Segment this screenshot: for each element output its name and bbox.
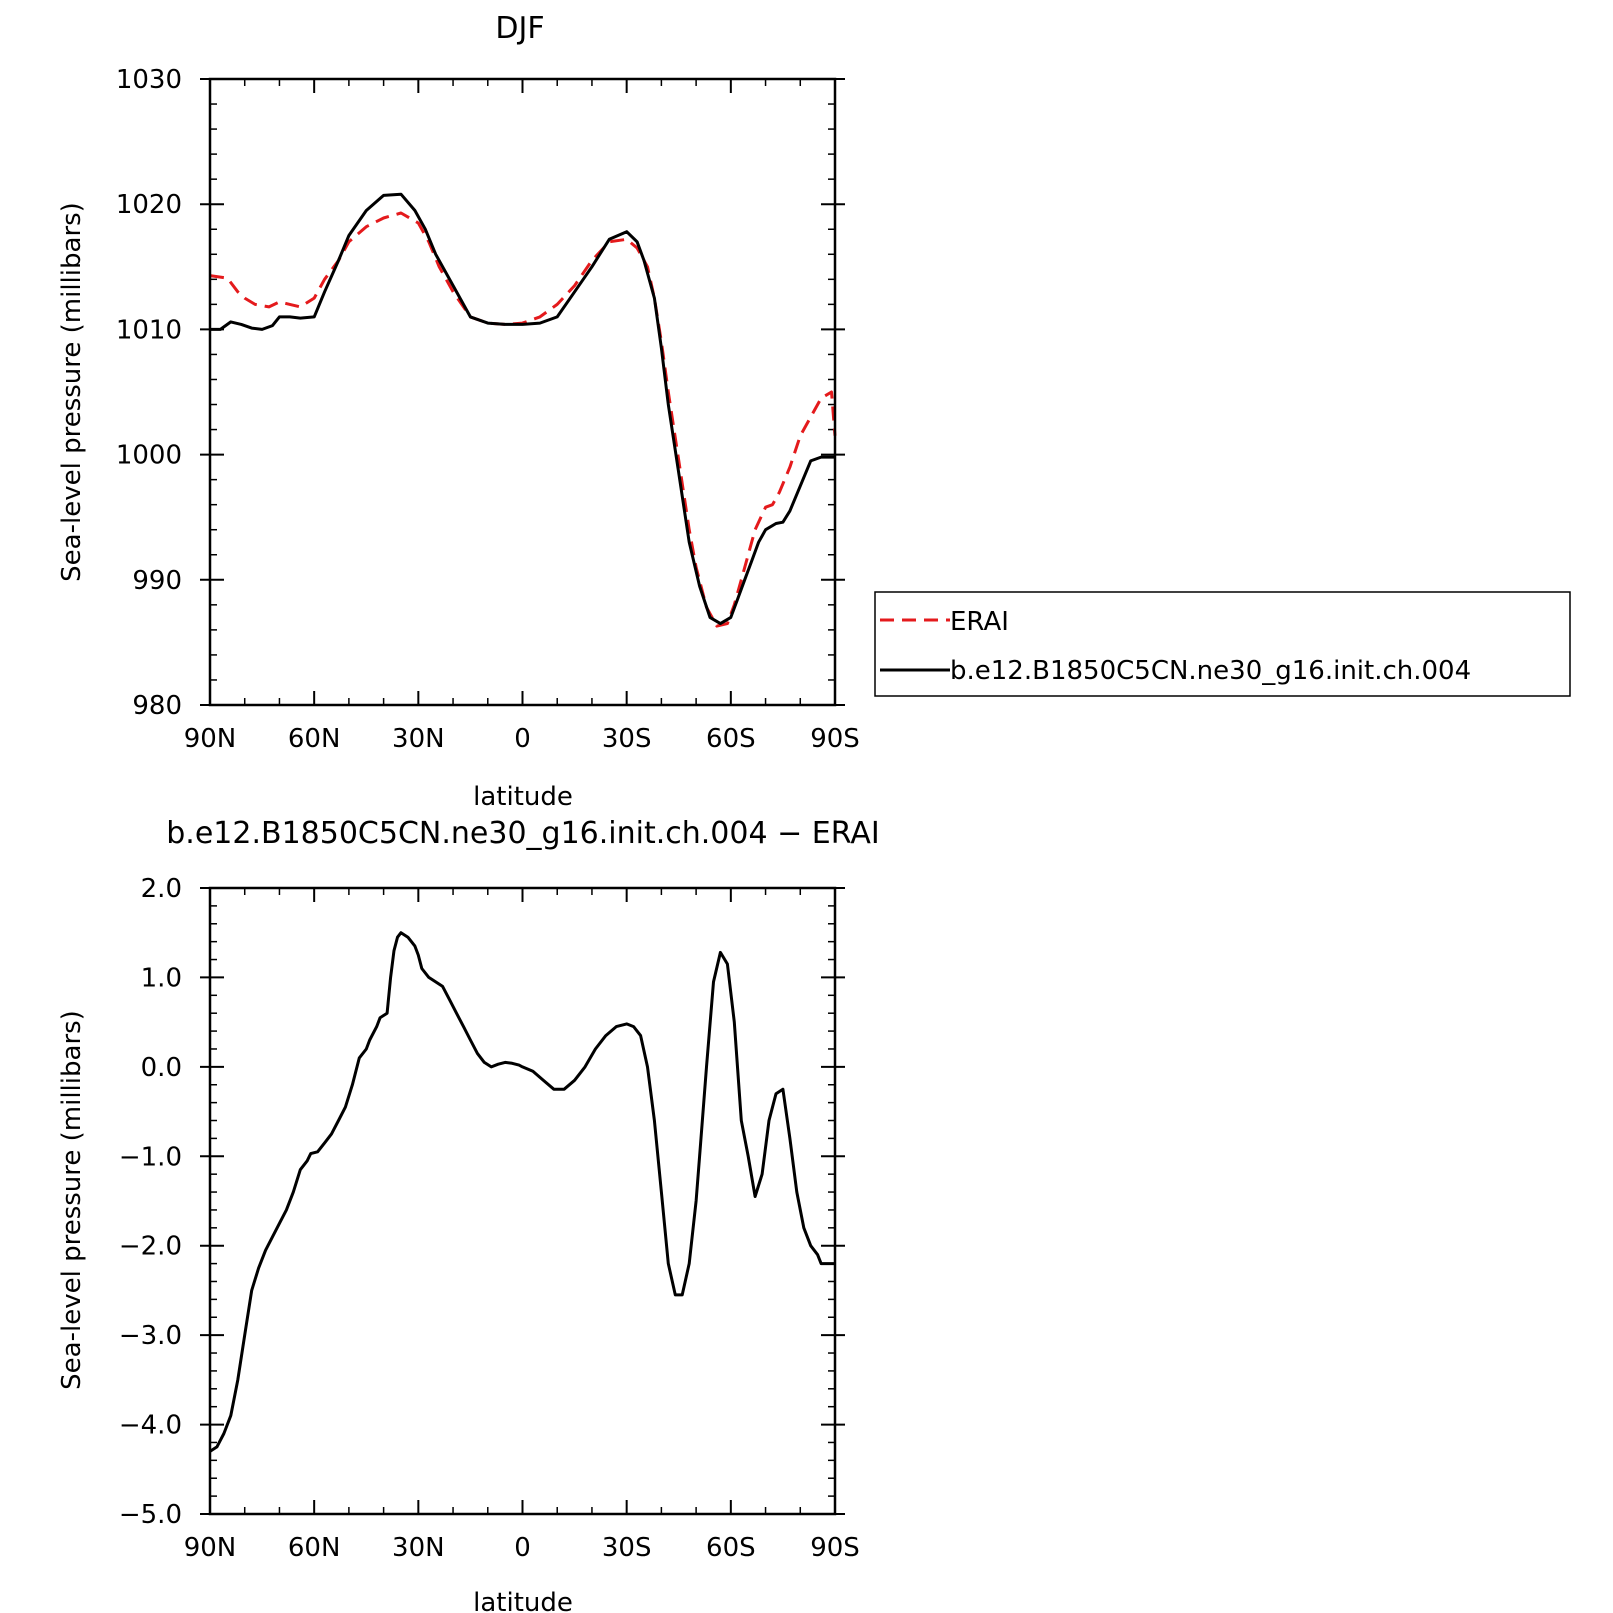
top-y-tick-label: 990 xyxy=(132,566,182,596)
bottom-y-tick-label: −4.0 xyxy=(119,1411,182,1441)
bottom-x-axis-label: latitude xyxy=(473,1588,573,1613)
top-x-tick-label: 90N xyxy=(184,724,237,754)
bottom-series-line-difference xyxy=(209,931,835,1453)
bottom-panel: b.e12.B1850C5CN.ne30_g16.init.ch.004 − E… xyxy=(57,816,880,1613)
bottom-y-tick-label: 1.0 xyxy=(141,963,182,993)
top-x-axis-label: latitude xyxy=(473,782,573,812)
top-x-tick-label: 30S xyxy=(602,724,652,754)
bottom-y-tick-label: −2.0 xyxy=(119,1232,182,1262)
bottom-x-tick-label: 90N xyxy=(184,1533,237,1563)
bottom-y-tick-label: −1.0 xyxy=(119,1142,182,1172)
bottom-x-tick-label: 90S xyxy=(810,1533,860,1563)
top-y-axis-label: Sea-level pressure (millibars) xyxy=(57,202,87,582)
bottom-y-tick-label: 2.0 xyxy=(141,874,182,904)
top-x-tick-label: 60S xyxy=(706,724,756,754)
top-plot-frame xyxy=(208,77,837,707)
bottom-axes: 90N 60N 30N 0 30S 60S 90S 2.0 1.0 0.0 −1.0 −2.0 −3.0… xyxy=(119,874,860,1563)
top-y-tick-label: 1010 xyxy=(116,315,182,345)
top-axes: 90N 60N 30N 0 30S 60S 90S 980 990 1000 1010 1020 103… xyxy=(116,65,860,754)
top-x-tick-label: 0 xyxy=(514,724,531,754)
bottom-x-tick-label: 60N xyxy=(288,1533,341,1563)
top-y-tick-label: 980 xyxy=(132,691,182,721)
top-series-line-b-e12-b1850c5cn-ne30-g16-init-ch-004 xyxy=(210,192,835,626)
legend-label-erai: ERAI xyxy=(950,607,1009,637)
top-series-line-erai xyxy=(209,211,837,628)
top-series-lines xyxy=(209,192,837,628)
bottom-y-tick-label: 0.0 xyxy=(141,1053,182,1083)
top-y-tick-label: 1030 xyxy=(116,65,182,95)
bottom-y-tick-label: −3.0 xyxy=(119,1321,182,1351)
top-x-tick-label: 60N xyxy=(288,724,341,754)
bottom-plot-frame xyxy=(208,886,837,1516)
top-chart-title: DJF xyxy=(495,11,544,46)
bottom-y-tick-label: −5.0 xyxy=(119,1500,182,1530)
bottom-series-lines xyxy=(209,931,835,1453)
bottom-x-tick-label: 30S xyxy=(602,1533,652,1563)
bottom-y-axis-label: Sea-level pressure (millibars) xyxy=(57,1010,87,1390)
legend: ERAI b.e12.B1850C5CN.ne30_g16.init.ch.00… xyxy=(874,591,1571,697)
top-x-tick-label: 90S xyxy=(810,724,860,754)
bottom-x-tick-label: 60S xyxy=(706,1533,756,1563)
top-x-tick-label: 30N xyxy=(392,724,445,754)
legend-label-model: b.e12.B1850C5CN.ne30_g16.init.ch.004 xyxy=(950,656,1471,686)
bottom-x-tick-label: 0 xyxy=(514,1533,531,1563)
bottom-chart-title: b.e12.B1850C5CN.ne30_g16.init.ch.004 − E… xyxy=(166,816,879,851)
bottom-x-tick-label: 30N xyxy=(392,1533,445,1563)
top-y-tick-label: 1000 xyxy=(116,441,182,471)
top-panel: DJF 90N 60N 30N 0 30S 60S 90S 980 990 1000 1010 102… xyxy=(57,11,1571,812)
legend-box xyxy=(874,591,1571,697)
top-y-tick-label: 1020 xyxy=(116,190,182,220)
